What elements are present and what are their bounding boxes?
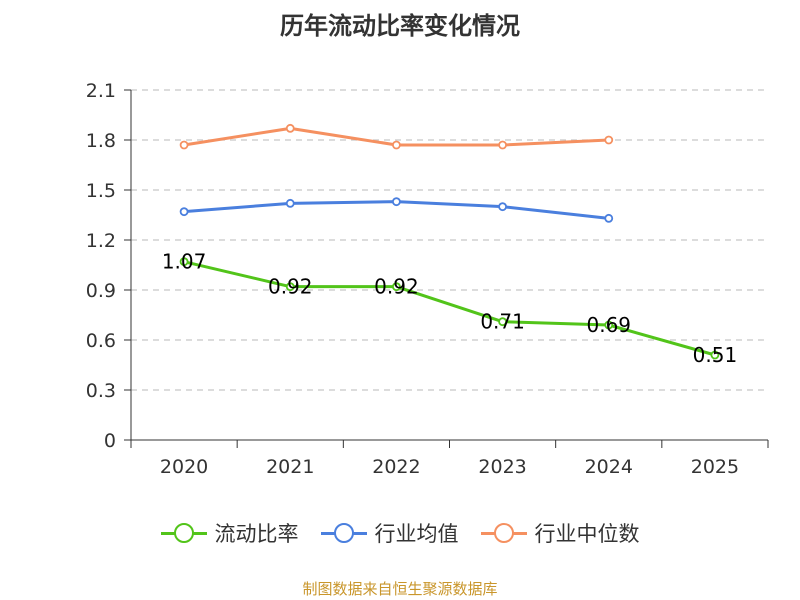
legend-line-icon [160, 523, 207, 543]
data-label: 0.69 [586, 313, 631, 337]
legend-label: 行业中位数 [534, 522, 640, 546]
data-point [604, 213, 614, 223]
x-tick-label: 2021 [266, 456, 314, 478]
data-point [604, 135, 614, 145]
data-point [392, 140, 401, 150]
data-point [498, 202, 507, 212]
legend-line-icon [320, 523, 367, 543]
legend-item-industry-median[interactable]: 行业中位数 [480, 518, 640, 548]
legend-label: 流动比率 [214, 522, 299, 546]
legend-item-industry-mean[interactable]: 行业均值 [320, 518, 459, 548]
data-label: 0.71 [480, 310, 525, 334]
legend: 流动比率 行业均值 行业中位数 [0, 518, 800, 548]
y-tick-label: 0 [104, 430, 116, 452]
x-tick-label: 2024 [585, 456, 633, 478]
legend-line-icon [480, 523, 527, 543]
y-tick-label: 0.9 [86, 280, 116, 302]
y-tick-label: 0.3 [86, 380, 116, 402]
data-point [392, 282, 401, 292]
legend-label: 行业均值 [374, 522, 459, 546]
data-point [604, 320, 614, 330]
x-tick-label: 2023 [478, 456, 526, 478]
data-label: 1.07 [162, 250, 207, 274]
y-tick-label: 1.2 [86, 230, 116, 252]
y-tick-label: 1.5 [86, 180, 116, 202]
y-tick-label: 0.6 [86, 330, 116, 352]
data-point [392, 197, 401, 207]
data-point [285, 198, 295, 208]
data-point [179, 257, 189, 267]
legend-item-current-ratio[interactable]: 流动比率 [160, 518, 299, 548]
source-note: 制图数据来自恒生聚源数据库 [302, 580, 498, 598]
series-line [183, 260, 716, 357]
data-label: 0.51 [693, 343, 738, 367]
data-point [498, 140, 507, 150]
data-label: 0.92 [268, 275, 313, 299]
data-point [285, 282, 295, 292]
x-tick-label: 2025 [691, 456, 739, 478]
data-point [285, 123, 295, 133]
y-tick-label: 2.1 [86, 80, 116, 102]
chart-title: 历年流动比率变化情况 [280, 12, 520, 40]
data-point [498, 317, 507, 327]
data-point [710, 350, 720, 360]
data-point [179, 140, 189, 150]
y-tick-label: 1.8 [86, 130, 116, 152]
x-tick-label: 2020 [160, 456, 208, 478]
data-point [179, 207, 189, 217]
data-label: 0.92 [374, 275, 419, 299]
x-tick-label: 2022 [372, 456, 420, 478]
